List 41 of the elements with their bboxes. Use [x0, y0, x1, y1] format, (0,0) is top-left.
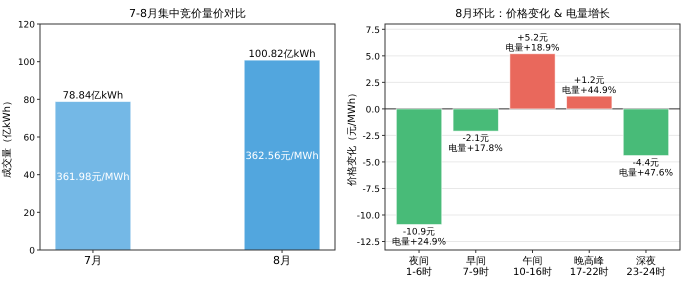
- y-tick-label: 0: [29, 246, 36, 256]
- x-tick-label: 午间 10-16时: [512, 255, 552, 278]
- y-tick-label: 100: [18, 58, 36, 68]
- y-tick-label: -7.5: [362, 184, 380, 195]
- annotation: 电量+17.8%: [448, 143, 504, 154]
- x-tick-label: 夜间 1-6时: [406, 255, 432, 278]
- annotation: 电量+24.9%: [392, 236, 447, 248]
- y-tick-label: -2.5: [362, 132, 380, 142]
- y-tick-label: 20: [24, 208, 36, 219]
- data-label: 78.84亿kWh: [62, 90, 124, 102]
- chart-title: 7-8月集中竞价量价对比: [129, 7, 246, 20]
- data-label: 100.82亿kWh: [248, 49, 316, 60]
- annotation: 电量+18.9%: [505, 42, 560, 54]
- y-tick-label: 40: [24, 171, 36, 182]
- chart-title: 8月环比：价格变化 & 电量增长: [455, 7, 610, 20]
- y-axis-title: 成交量（亿kWh）: [1, 96, 13, 178]
- data-label: +1.2元: [574, 75, 605, 86]
- y-tick-label: 120: [18, 20, 36, 30]
- data-label: +5.2元: [517, 32, 548, 44]
- data-label: -2.1元: [462, 133, 490, 144]
- x-tick-label: 8月: [273, 254, 292, 267]
- data-label: -10.9元: [402, 226, 436, 238]
- annotation: 362.56元/MWh: [245, 151, 319, 162]
- y-tick-label: 7.5: [366, 26, 380, 36]
- y-tick-label: -12.5: [356, 238, 380, 248]
- annotation: 361.98元/MWh: [56, 172, 130, 183]
- x-tick-label: 早间 7-9时: [462, 255, 489, 278]
- y-tick-label: 5.0: [366, 52, 380, 62]
- x-tick-label: 深夜 23-24时: [626, 255, 666, 278]
- annotation: 电量+44.9%: [562, 85, 617, 96]
- data-label: -4.4元: [632, 158, 660, 169]
- y-tick-label: 2.5: [366, 78, 380, 89]
- x-tick-label: 晚高峰 17-22时: [570, 255, 609, 278]
- y-tick-label: -10.0: [356, 211, 380, 222]
- x-tick-label: 7月: [84, 254, 102, 267]
- annotation: 电量+47.6%: [618, 168, 674, 179]
- y-axis-title: 价格变化（元/MWh）: [346, 88, 358, 188]
- y-tick-label: 0.0: [366, 105, 380, 116]
- y-tick-label: -5.0: [362, 158, 380, 168]
- y-tick-label: 60: [24, 134, 36, 144]
- y-tick-label: 80: [24, 96, 36, 106]
